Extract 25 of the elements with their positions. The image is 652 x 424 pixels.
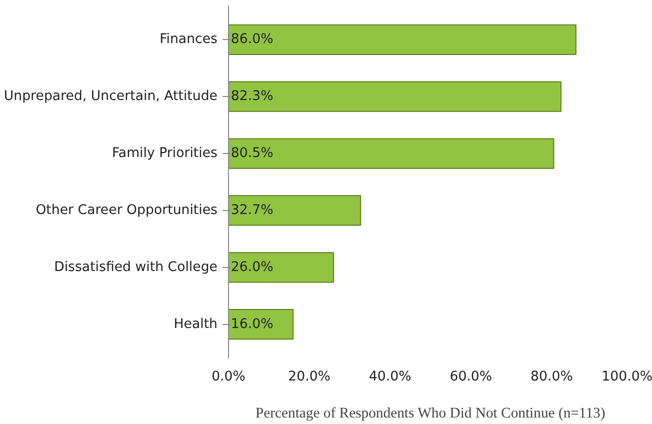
y-tick-label: Dissatisfied with College	[54, 260, 218, 275]
y-tick-label: Other Career Opportunities	[36, 202, 218, 218]
y-tick-label: Unprepared, Uncertain, Attitude	[4, 89, 218, 104]
x-tick-label: 80.0%	[530, 370, 573, 384]
data-label: 86.0%	[230, 32, 274, 48]
y-tick-label: Family Priorities	[112, 146, 218, 162]
y-tick-label: Health	[174, 316, 218, 332]
y-tick-label: Finances	[160, 32, 218, 48]
bar	[228, 24, 576, 55]
x-tick-label: 40.0%	[368, 370, 412, 384]
x-axis-title: Percentage of Respondents Who Did Not Continue (n=113)	[255, 406, 606, 422]
bar	[228, 252, 334, 283]
x-tick-label: 60.0%	[450, 370, 492, 384]
data-label: 80.5%	[230, 146, 274, 162]
bar	[228, 309, 294, 340]
x-tick-label: 100.0%	[602, 370, 652, 384]
data-label: 32.7%	[230, 202, 274, 218]
data-label: 82.3%	[230, 89, 274, 104]
bar	[228, 138, 554, 169]
bar	[228, 81, 562, 112]
bar	[228, 195, 362, 226]
x-tick-label: 0.0%	[212, 370, 246, 384]
data-label: 16.0%	[230, 316, 274, 332]
data-label: 26.0%	[230, 260, 274, 275]
x-tick-label: 20.0%	[288, 370, 330, 384]
